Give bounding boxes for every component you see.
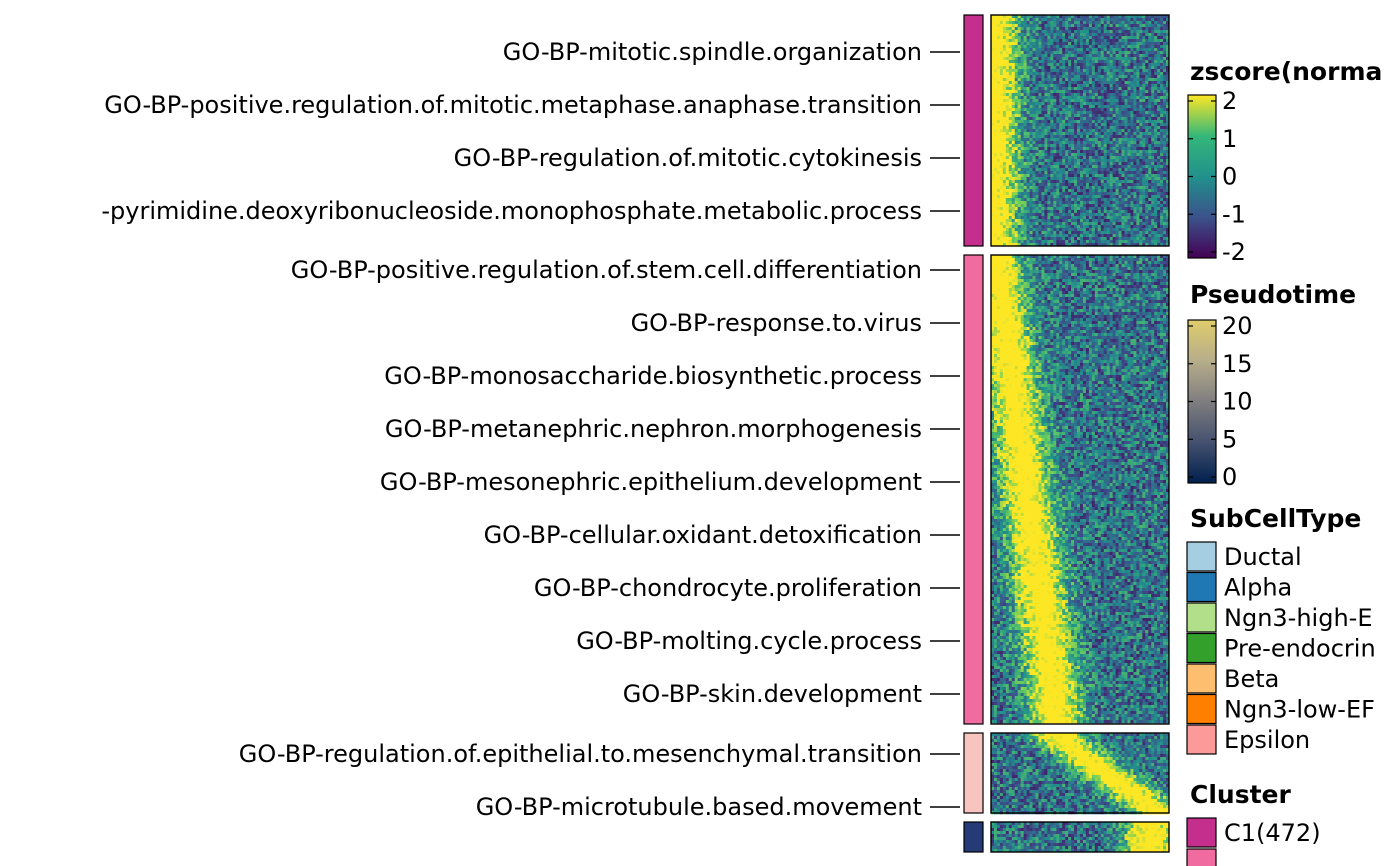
subcelltype-label: Pre-endocrin — [1224, 635, 1376, 663]
zscore-ticks: 2 1 0 -1 -2 — [1188, 87, 1246, 266]
row-label: GO-BP-response.to.virus — [631, 309, 922, 337]
heat-block-border — [990, 14, 1170, 247]
row-label: GO-BP-positive.regulation.of.mitotic.met… — [104, 91, 922, 119]
cluster-bar-c4 — [963, 821, 984, 853]
subcelltype-label: Ngn3-high-E — [1224, 604, 1372, 632]
row-label: GO-BP-monosaccharide.biosynthetic.proces… — [384, 362, 922, 390]
subcelltype-swatch — [1186, 541, 1217, 572]
heatmap-blocks — [990, 14, 1170, 853]
subcelltype-label: Alpha — [1224, 574, 1292, 602]
row-label: GO-BP-positive.regulation.of.stem.cell.d… — [291, 256, 922, 284]
heat-block-border — [990, 732, 1170, 814]
pseudotime-legend-title: Pseudotime — [1190, 280, 1356, 309]
row-label: -pyrimidine.deoxyribonucleoside.monophos… — [101, 197, 922, 225]
subcelltype-label: Beta — [1224, 665, 1279, 693]
cluster-bar-c2 — [963, 254, 984, 725]
subcelltype-label: Epsilon — [1224, 726, 1310, 754]
cluster-annotation-bars — [963, 14, 984, 853]
zscore-tick-label: -2 — [1222, 238, 1246, 266]
pseudotime-ticks: 20 15 10 5 0 — [1188, 312, 1253, 491]
subcelltype-label: Ngn3-low-EF — [1224, 696, 1375, 724]
subcelltype-swatch — [1186, 663, 1217, 694]
pseudotime-tick-label: 0 — [1222, 463, 1237, 491]
cluster-bar-c1 — [963, 14, 984, 247]
row-label: GO-BP-regulation.of.mitotic.cytokinesis — [454, 144, 922, 172]
pseudotime-tick-label: 10 — [1222, 388, 1253, 416]
pseudotime-tick-label: 20 — [1222, 312, 1253, 340]
row-label: GO-BP-molting.cycle.process — [576, 627, 922, 655]
row-label: GO-BP-cellular.oxidant.detoxification — [484, 521, 922, 549]
subcelltype-swatch — [1186, 693, 1217, 725]
subcelltype-swatch — [1186, 632, 1217, 664]
pseudotime-tick-label: 15 — [1222, 350, 1253, 378]
subcelltype-legend-title: SubCellType — [1190, 504, 1361, 533]
row-label: GO-BP-skin.development — [623, 680, 922, 708]
cluster-swatch — [1186, 848, 1217, 866]
cluster-legend-title: Cluster — [1190, 780, 1292, 809]
cluster-label: C1(472) — [1224, 819, 1321, 847]
row-label: GO-BP-microtubule.based.movement — [476, 793, 922, 821]
subcelltype-swatch — [1186, 571, 1217, 603]
subcelltype-label: Ductal — [1224, 543, 1302, 571]
zscore-tick-label: 2 — [1222, 87, 1237, 115]
cluster-bar-c3 — [963, 732, 984, 814]
row-label: GO-BP-metanephric.nephron.morphogenesis — [385, 415, 922, 443]
row-label: GO-BP-mesonephric.epithelium.development — [380, 468, 922, 496]
heat-block-border — [990, 821, 1170, 853]
zscore-legend: zscore(norma 2 1 0 -1 -2 — [1187, 57, 1382, 266]
heat-block-c4 — [991, 822, 1170, 853]
subcelltype-swatch — [1186, 602, 1217, 633]
heat-block-c2 — [991, 255, 1170, 724]
zscore-tick-label: -1 — [1222, 200, 1246, 228]
cluster-legend: Cluster C1(472) — [1186, 780, 1321, 866]
zscore-legend-title: zscore(norma — [1190, 57, 1382, 86]
zscore-tick-label: 1 — [1222, 125, 1237, 153]
row-labels: GO-BP-mitotic.spindle.organization GO-BP-… — [101, 38, 960, 821]
row-label: GO-BP-mitotic.spindle.organization — [503, 38, 922, 66]
heat-block-border — [990, 254, 1170, 725]
zscore-tick-label: 0 — [1222, 163, 1237, 191]
subcelltype-swatch — [1186, 724, 1217, 755]
heat-block-c3 — [991, 733, 1170, 815]
heat-block-c1 — [991, 15, 1170, 247]
row-label: GO-BP-regulation.of.epithelial.to.mesenc… — [239, 740, 922, 768]
cluster-swatch — [1186, 817, 1217, 848]
pseudotime-tick-label: 5 — [1222, 425, 1237, 453]
row-label: GO-BP-chondrocyte.proliferation — [534, 574, 922, 602]
pseudotime-legend: Pseudotime 20 15 10 5 0 — [1187, 280, 1356, 491]
